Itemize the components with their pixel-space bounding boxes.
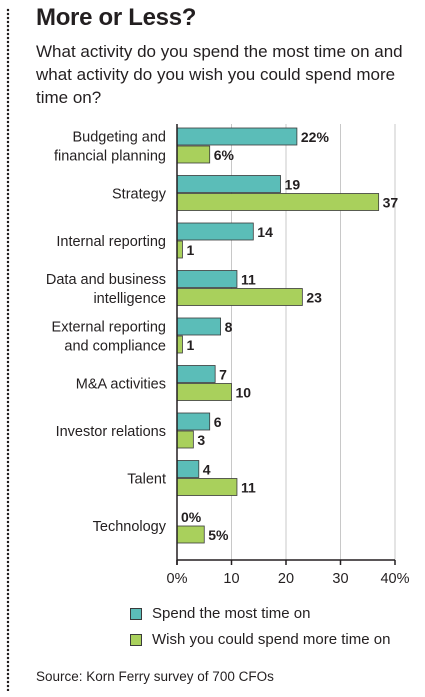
category-label: Internal reporting bbox=[56, 234, 166, 250]
bar-spend bbox=[176, 412, 211, 431]
x-tick-label: 10 bbox=[223, 571, 239, 587]
dotted-border bbox=[6, 8, 10, 691]
bar-wish bbox=[176, 525, 205, 544]
legend-swatch-wish bbox=[130, 634, 142, 646]
data-label: 8 bbox=[225, 319, 233, 335]
category-label: Investor relations bbox=[56, 424, 166, 440]
legend-item-wish: Wish you could spend more time on bbox=[130, 627, 390, 653]
data-label: 11 bbox=[241, 272, 256, 288]
data-label: 10 bbox=[236, 385, 252, 401]
data-label: 4 bbox=[203, 462, 211, 478]
data-label: 22% bbox=[301, 129, 330, 145]
source-note: Source: Korn Ferry survey of 700 CFOs bbox=[36, 669, 274, 684]
data-label: 5% bbox=[208, 527, 229, 543]
category-label: intelligence bbox=[93, 291, 166, 307]
bar-spend bbox=[176, 365, 216, 383]
data-label: 11 bbox=[241, 480, 256, 496]
bar-spend bbox=[176, 317, 221, 336]
bar-spend bbox=[176, 270, 238, 288]
legend-label-wish: Wish you could spend more time on bbox=[152, 631, 391, 648]
legend-swatch-spend bbox=[130, 608, 142, 620]
category-label: Data and business bbox=[46, 272, 166, 288]
data-label: 7 bbox=[219, 367, 227, 383]
bar-wish bbox=[176, 145, 211, 164]
x-tick-label: 0% bbox=[167, 571, 188, 587]
category-label: M&A activities bbox=[76, 377, 166, 393]
bar-wish bbox=[176, 193, 380, 211]
bar-wish bbox=[176, 383, 232, 401]
bar-spend bbox=[176, 127, 298, 146]
data-label: 23 bbox=[306, 290, 322, 306]
data-label: 6 bbox=[214, 414, 222, 430]
legend-label-spend: Spend the most time on bbox=[152, 605, 311, 622]
data-label: 37 bbox=[383, 195, 399, 211]
chart-subtitle: What activity do you spend the most time… bbox=[36, 42, 403, 107]
category-label: financial planning bbox=[54, 149, 166, 165]
data-label: 6% bbox=[214, 147, 235, 163]
x-tick-label: 20 bbox=[278, 571, 294, 587]
data-label: 1 bbox=[186, 242, 194, 258]
data-label: 19 bbox=[285, 177, 301, 193]
bar-wish bbox=[176, 288, 303, 306]
bar-spend bbox=[176, 175, 281, 193]
legend: Spend the most time on Wish you could sp… bbox=[130, 601, 390, 653]
x-tick-label: 40% bbox=[380, 571, 409, 587]
x-tick-label: 30 bbox=[332, 571, 348, 587]
bar-wish bbox=[176, 430, 194, 449]
data-label: 14 bbox=[257, 224, 273, 240]
category-label: Strategy bbox=[112, 187, 167, 203]
bar-wish bbox=[176, 240, 183, 259]
bar-spend bbox=[176, 460, 200, 478]
bar-wish bbox=[176, 335, 183, 354]
chart-title: More or Less? bbox=[36, 4, 197, 31]
category-label: External reporting bbox=[52, 320, 166, 336]
category-label: Technology bbox=[93, 519, 167, 535]
data-label: 1 bbox=[186, 337, 194, 353]
data-label: 3 bbox=[197, 432, 205, 448]
bar-spend bbox=[176, 222, 254, 241]
bar-wish bbox=[176, 478, 238, 496]
legend-item-spend: Spend the most time on bbox=[130, 601, 390, 627]
category-label: Talent bbox=[127, 472, 166, 488]
category-label: Budgeting and bbox=[72, 130, 166, 146]
category-label: and compliance bbox=[64, 339, 166, 355]
data-label: 0% bbox=[181, 509, 202, 525]
